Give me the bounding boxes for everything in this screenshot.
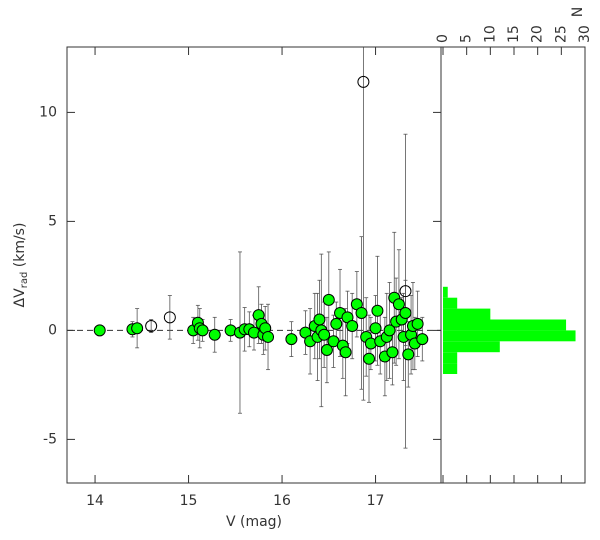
hist-tick-label: 10 xyxy=(482,25,498,43)
plot-area xyxy=(93,47,429,449)
y-axis-label: ΔVrad (km/s) xyxy=(12,223,30,308)
hist-tick-label: 5 xyxy=(459,34,475,43)
point xyxy=(285,333,298,346)
y-tick-label: 5 xyxy=(48,213,57,229)
point xyxy=(399,306,412,319)
x-axis-label: V (mag) xyxy=(226,514,282,530)
point xyxy=(363,352,376,365)
hist-bar xyxy=(443,319,567,331)
hist-bar xyxy=(443,286,448,298)
hist-bar xyxy=(443,341,500,353)
hist-tick-label: 30 xyxy=(577,25,593,43)
y-label-main: ΔV xyxy=(12,288,28,308)
point xyxy=(346,320,359,333)
hist-bar xyxy=(443,363,458,374)
point xyxy=(371,304,384,317)
point xyxy=(369,322,382,335)
y-tick-label: 0 xyxy=(48,322,57,338)
point xyxy=(313,313,326,326)
point xyxy=(399,285,412,298)
y-tick-label: 10 xyxy=(39,104,57,120)
point xyxy=(355,306,368,319)
hist-bar xyxy=(443,308,491,320)
hist-tick-label: 0 xyxy=(435,34,451,43)
point xyxy=(322,293,335,306)
point xyxy=(330,317,343,330)
hist-tick-label: 15 xyxy=(506,25,522,43)
y-label-unit: (km/s) xyxy=(12,223,28,272)
x-tick-label: 14 xyxy=(86,493,104,509)
x-tick-label: 16 xyxy=(273,493,291,509)
point xyxy=(196,324,209,337)
point xyxy=(93,324,106,337)
point xyxy=(383,324,396,337)
x-tick-label: 15 xyxy=(180,493,198,509)
hist-tick-label: 25 xyxy=(553,25,569,43)
y-label-sub: rad xyxy=(19,272,30,289)
hist-bar xyxy=(443,352,458,364)
hist-axis-label: N xyxy=(570,7,586,17)
point xyxy=(145,320,158,333)
hist-bar xyxy=(443,297,458,309)
point xyxy=(318,328,331,341)
x-tick-label: 17 xyxy=(367,493,385,509)
point xyxy=(416,333,429,346)
point xyxy=(163,311,176,324)
hist-tick-label: 20 xyxy=(530,25,546,43)
point xyxy=(411,317,424,330)
hist-bar xyxy=(443,330,576,342)
point xyxy=(402,348,415,361)
plot-frame xyxy=(66,46,442,484)
point xyxy=(392,298,405,311)
point xyxy=(386,346,399,359)
y-tick-label: -5 xyxy=(43,431,57,447)
point xyxy=(131,322,144,335)
point xyxy=(262,330,275,343)
point xyxy=(357,75,370,88)
point xyxy=(320,344,333,357)
hist-frame xyxy=(440,46,586,484)
point xyxy=(208,328,221,341)
point xyxy=(339,346,352,359)
